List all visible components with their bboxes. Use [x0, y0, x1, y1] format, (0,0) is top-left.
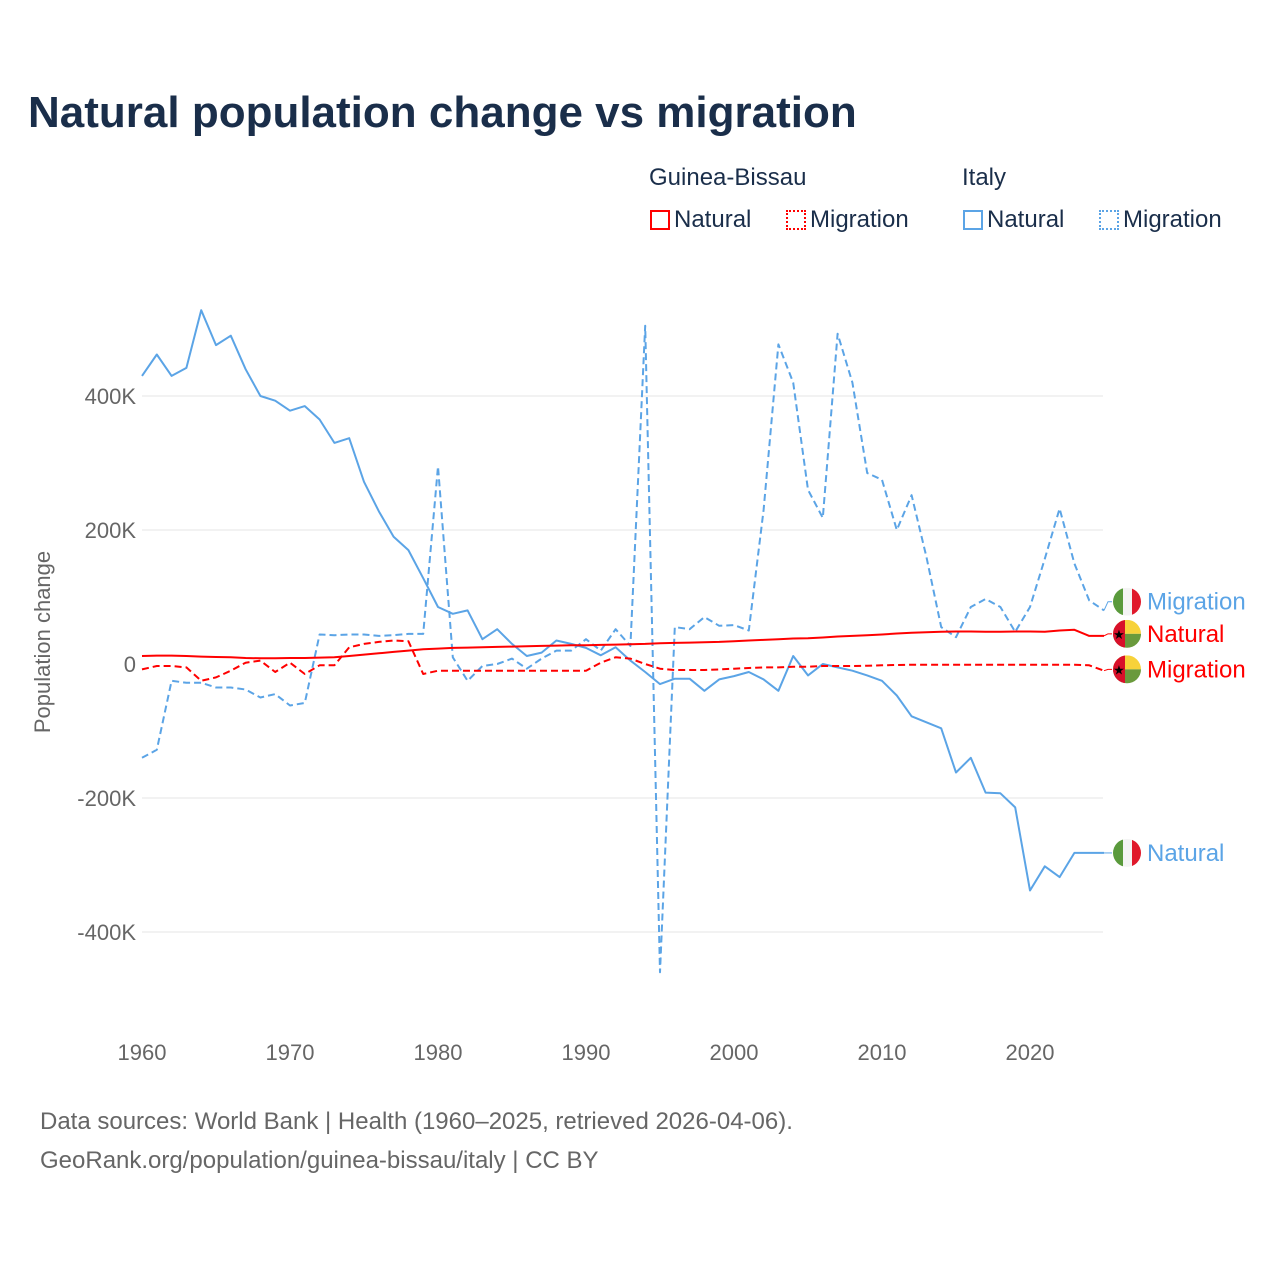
x-tick-label: 1960 [118, 1040, 167, 1065]
legend-italy-migration[interactable]: Migration [1099, 206, 1222, 234]
flag-star-icon: ★ [1113, 627, 1125, 642]
y-tick-label: 400K [85, 384, 137, 409]
flag-red [1132, 838, 1141, 867]
y-tick-label: -400K [77, 920, 136, 945]
x-tick-label: 2020 [1006, 1040, 1055, 1065]
guinea-bissau-flag-icon: ★ [1113, 655, 1141, 684]
end-label: Migration [1147, 656, 1246, 683]
x-tick-label: 2010 [858, 1040, 907, 1065]
flag-green [1113, 838, 1123, 867]
series-line-italy-natural [141, 309, 1104, 892]
legend-label: Migration [1123, 206, 1222, 233]
flag-star-icon: ★ [1113, 662, 1125, 677]
flag-white [1123, 838, 1132, 867]
legend-group-italy: Italy [962, 164, 1007, 191]
legend-italy-natural[interactable]: Natural [963, 206, 1064, 234]
x-tick-label: 1990 [562, 1040, 611, 1065]
end-label: Natural [1147, 840, 1224, 867]
legend-label: Migration [810, 206, 909, 233]
x-tick-label: 1980 [414, 1040, 463, 1065]
flag-body [1113, 838, 1141, 867]
legend-swatch-dotted [1099, 210, 1119, 230]
end-label: Migration [1147, 589, 1246, 616]
legend-swatch-solid [963, 210, 983, 230]
legend-swatch-solid [650, 210, 670, 230]
label-connector [1103, 668, 1112, 672]
flag-body: ★ [1113, 655, 1141, 684]
legend-label: Natural [674, 206, 752, 233]
x-tick-label: 2000 [710, 1040, 759, 1065]
series-line-italy-migration [141, 324, 1105, 974]
legend-gb-natural[interactable]: Natural [650, 206, 751, 234]
flag-red [1132, 587, 1141, 616]
legend-gb-migration[interactable]: Migration [786, 206, 909, 234]
chart-title: Natural population change vs migration [28, 88, 857, 137]
flag-body: ★ [1113, 619, 1141, 648]
guinea-bissau-flag-icon: ★ [1113, 619, 1141, 648]
y-tick-label: 200K [85, 518, 137, 543]
legend-label: Natural [987, 206, 1065, 233]
x-tick-label: 1970 [266, 1040, 315, 1065]
flag-red [1113, 619, 1125, 648]
legend-swatch-dotted [786, 210, 806, 230]
flag-body [1113, 587, 1141, 616]
y-tick-label: 0 [124, 652, 136, 677]
end-label: Natural [1147, 621, 1224, 648]
italy-flag-icon [1113, 587, 1141, 616]
footer-link[interactable]: GeoRank.org/population/guinea-bissau/ita… [40, 1147, 599, 1174]
y-axis-label: Population change [30, 551, 55, 733]
footer-sources: Data sources: World Bank | Health (1960–… [40, 1108, 793, 1135]
flag-red [1113, 655, 1125, 684]
flag-green [1113, 587, 1123, 616]
label-connector [1103, 633, 1112, 637]
flag-white [1123, 587, 1132, 616]
legend-group-guinea-bissau: Guinea-Bissau [649, 164, 807, 191]
series-line-guinea-bissau-natural [141, 628, 1104, 660]
y-tick-label: -200K [77, 786, 136, 811]
label-connector [1103, 601, 1112, 611]
italy-flag-icon [1113, 838, 1141, 867]
series-line-guinea-bissau-migration [141, 639, 1105, 682]
